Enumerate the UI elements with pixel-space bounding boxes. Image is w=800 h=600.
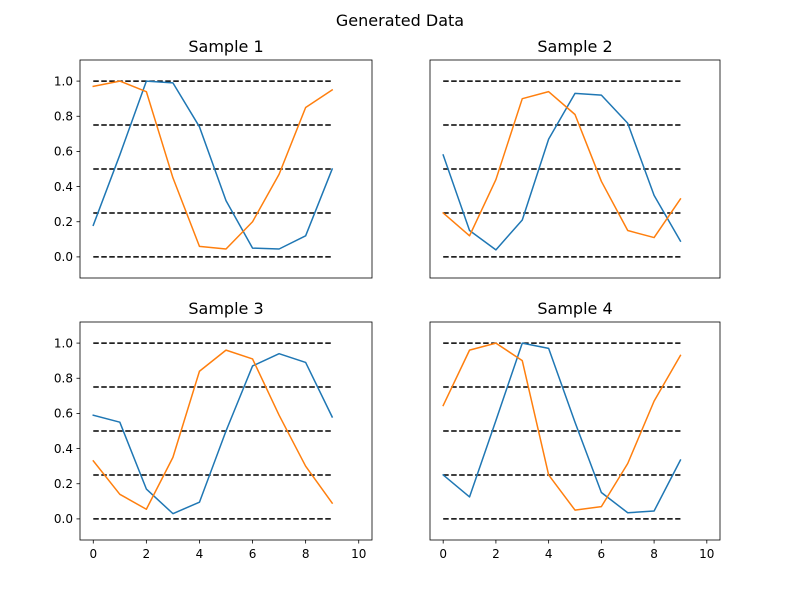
subplot-title: Sample 3 bbox=[188, 299, 263, 318]
subplot-title: Sample 1 bbox=[188, 37, 263, 56]
axes-frame bbox=[79, 321, 373, 541]
y-tick-label: 0.8 bbox=[54, 372, 73, 386]
series-line-1 bbox=[442, 342, 682, 514]
x-tick-label: 4 bbox=[545, 547, 553, 561]
x-tick-label: 0 bbox=[89, 547, 97, 561]
series-line-1 bbox=[442, 92, 682, 251]
x-tick-label: 10 bbox=[699, 547, 714, 561]
y-tick-label: 1.0 bbox=[54, 74, 73, 88]
y-tick-label: 0.6 bbox=[54, 145, 73, 159]
subplot-sample-4: Sample 4 0 2 4 6 8 10 bbox=[429, 299, 721, 561]
figure-title: Generated Data bbox=[336, 11, 464, 30]
y-tick-label: 0.2 bbox=[54, 477, 73, 491]
x-tick-label: 6 bbox=[249, 547, 257, 561]
subplot-sample-1: Sample 1 0.0 0.2 0.4 0.6 0.8 1.0 bbox=[54, 37, 373, 279]
x-tick-label: 6 bbox=[598, 547, 606, 561]
x-tick-label: 8 bbox=[650, 547, 658, 561]
series-line-1 bbox=[92, 352, 334, 515]
y-tick-label: 0.0 bbox=[54, 250, 73, 264]
series-line-2 bbox=[92, 80, 334, 250]
series-line-2 bbox=[442, 342, 682, 511]
series-line-2 bbox=[92, 349, 334, 510]
x-tick-label: 2 bbox=[143, 547, 151, 561]
series-line-1 bbox=[92, 80, 334, 250]
y-tick-label: 0.8 bbox=[54, 110, 73, 124]
x-tick-label: 2 bbox=[492, 547, 500, 561]
y-tick-label: 0.4 bbox=[54, 442, 73, 456]
axes-frame bbox=[429, 59, 721, 279]
series-line-2 bbox=[442, 90, 682, 239]
x-tick-label: 8 bbox=[302, 547, 310, 561]
x-tick-label: 0 bbox=[439, 547, 447, 561]
y-tick-label: 0.2 bbox=[54, 215, 73, 229]
subplot-title: Sample 2 bbox=[537, 37, 612, 56]
x-tick-label: 4 bbox=[196, 547, 204, 561]
y-tick-label: 0.4 bbox=[54, 180, 73, 194]
x-tick-label: 10 bbox=[351, 547, 366, 561]
axes-frame bbox=[79, 59, 373, 279]
axes-frame bbox=[429, 321, 721, 541]
y-tick-label: 1.0 bbox=[54, 336, 73, 350]
subplot-sample-3: Sample 3 0.0 0.2 0.4 0.6 0.8 1.0 0 2 4 6 8 10 bbox=[54, 299, 373, 561]
y-tick-label: 0.6 bbox=[54, 407, 73, 421]
y-tick-label: 0.0 bbox=[54, 512, 73, 526]
subplot-title: Sample 4 bbox=[537, 299, 612, 318]
subplot-sample-2: Sample 2 bbox=[429, 37, 721, 279]
